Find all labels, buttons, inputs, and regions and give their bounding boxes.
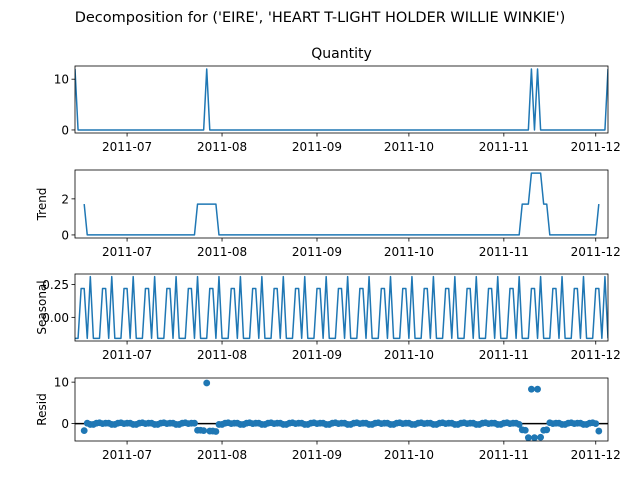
trend-xtick-label: 2011-10 bbox=[384, 245, 434, 259]
observed-xtick-label: 2011-09 bbox=[292, 140, 342, 154]
resid-plot-area bbox=[75, 379, 608, 441]
resid-xtick-label: 2011-12 bbox=[571, 448, 621, 462]
resid-xtick-label: 2011-10 bbox=[384, 448, 434, 462]
resid-point bbox=[537, 433, 545, 441]
resid-point bbox=[524, 434, 532, 441]
resid-point bbox=[534, 385, 541, 393]
subplot-resid: 0 10 2011-07 2011-08 2011-09 2011-10 2011-11 20… bbox=[35, 376, 621, 462]
observed-ytick-label: 10 bbox=[54, 73, 69, 87]
figure-suptitle: Decomposition for ('EIRE', 'HEART T-LIGH… bbox=[75, 10, 566, 26]
seasonal-xtick-label: 2011-07 bbox=[102, 348, 152, 362]
resid-point bbox=[515, 421, 523, 428]
observed-title: Quantity bbox=[311, 46, 372, 62]
seasonal-plot-area bbox=[75, 275, 608, 340]
observed-xtick-label: 2011-08 bbox=[197, 140, 247, 154]
resid-point bbox=[528, 385, 535, 393]
resid-axes-frame bbox=[74, 377, 609, 442]
seasonal-xtick-label: 2011-12 bbox=[571, 348, 621, 362]
resid-xtick-label: 2011-08 bbox=[197, 448, 247, 462]
trend-ylabel: Trend bbox=[35, 188, 49, 222]
seasonal-xtick-label: 2011-10 bbox=[384, 348, 434, 362]
observed-xtick-label: 2011-11 bbox=[479, 140, 529, 154]
resid-point bbox=[521, 426, 529, 434]
trend-ytick-label: 0 bbox=[61, 228, 69, 242]
trend-axes-frame bbox=[74, 169, 609, 239]
trend-plot-area bbox=[83, 172, 600, 236]
trend-xtick-label: 2011-11 bbox=[479, 245, 529, 259]
resid-xtick-label: 2011-07 bbox=[102, 448, 152, 462]
trend-xtick-label: 2011-07 bbox=[102, 245, 152, 259]
seasonal-xtick-label: 2011-08 bbox=[197, 348, 247, 362]
resid-xtick-label: 2011-11 bbox=[479, 448, 529, 462]
seasonal-xtick-label: 2011-11 bbox=[479, 348, 529, 362]
trend-xtick-label: 2011-12 bbox=[571, 245, 621, 259]
resid-ylabel: Resid bbox=[35, 393, 49, 425]
resid-point bbox=[80, 427, 88, 435]
trend-xtick-label: 2011-09 bbox=[292, 245, 342, 259]
resid-xtick-label: 2011-09 bbox=[292, 448, 342, 462]
resid-ytick-label: 10 bbox=[54, 376, 69, 390]
trend-xtick-label: 2011-08 bbox=[197, 245, 247, 259]
observed-xtick-label: 2011-12 bbox=[571, 140, 621, 154]
resid-point bbox=[203, 379, 211, 387]
observed-axes-frame bbox=[74, 65, 609, 134]
seasonal-xtick-label: 2011-09 bbox=[292, 348, 342, 362]
resid-point bbox=[543, 426, 551, 434]
resid-ytick-label: 0 bbox=[61, 417, 69, 431]
observed-plot-area bbox=[75, 68, 608, 131]
seasonal-series-line bbox=[75, 275, 608, 340]
trend-ytick-label: 2 bbox=[61, 192, 69, 206]
subplot-observed: 0 10 2011-07 2011-08 2011-09 2011-10 2011-11 20… bbox=[54, 46, 621, 154]
resid-point bbox=[212, 428, 220, 435]
observed-xtick-label: 2011-07 bbox=[102, 140, 152, 154]
resid-point bbox=[191, 419, 198, 427]
seasonal-axes-frame bbox=[74, 273, 609, 342]
resid-point bbox=[592, 420, 600, 427]
seasonal-ytick-label: 0.00 bbox=[42, 311, 69, 325]
resid-point bbox=[595, 427, 603, 435]
resid-point bbox=[531, 434, 538, 441]
observed-series-line bbox=[75, 68, 608, 131]
seasonal-ytick-label: 0.25 bbox=[42, 278, 69, 292]
subplot-trend: 0 2 2011-07 2011-08 2011-09 2011-10 2011-11 201… bbox=[35, 169, 621, 259]
seasonal-ylabel: Seasonal bbox=[35, 280, 49, 334]
observed-ytick-label: 0 bbox=[61, 123, 69, 137]
observed-xtick-label: 2011-10 bbox=[384, 140, 434, 154]
trend-series-line bbox=[83, 172, 600, 236]
subplot-seasonal: 0.25 0.00 2011-07 2011-08 2011-09 2011-10 2011… bbox=[35, 273, 621, 362]
resid-point bbox=[200, 427, 208, 435]
